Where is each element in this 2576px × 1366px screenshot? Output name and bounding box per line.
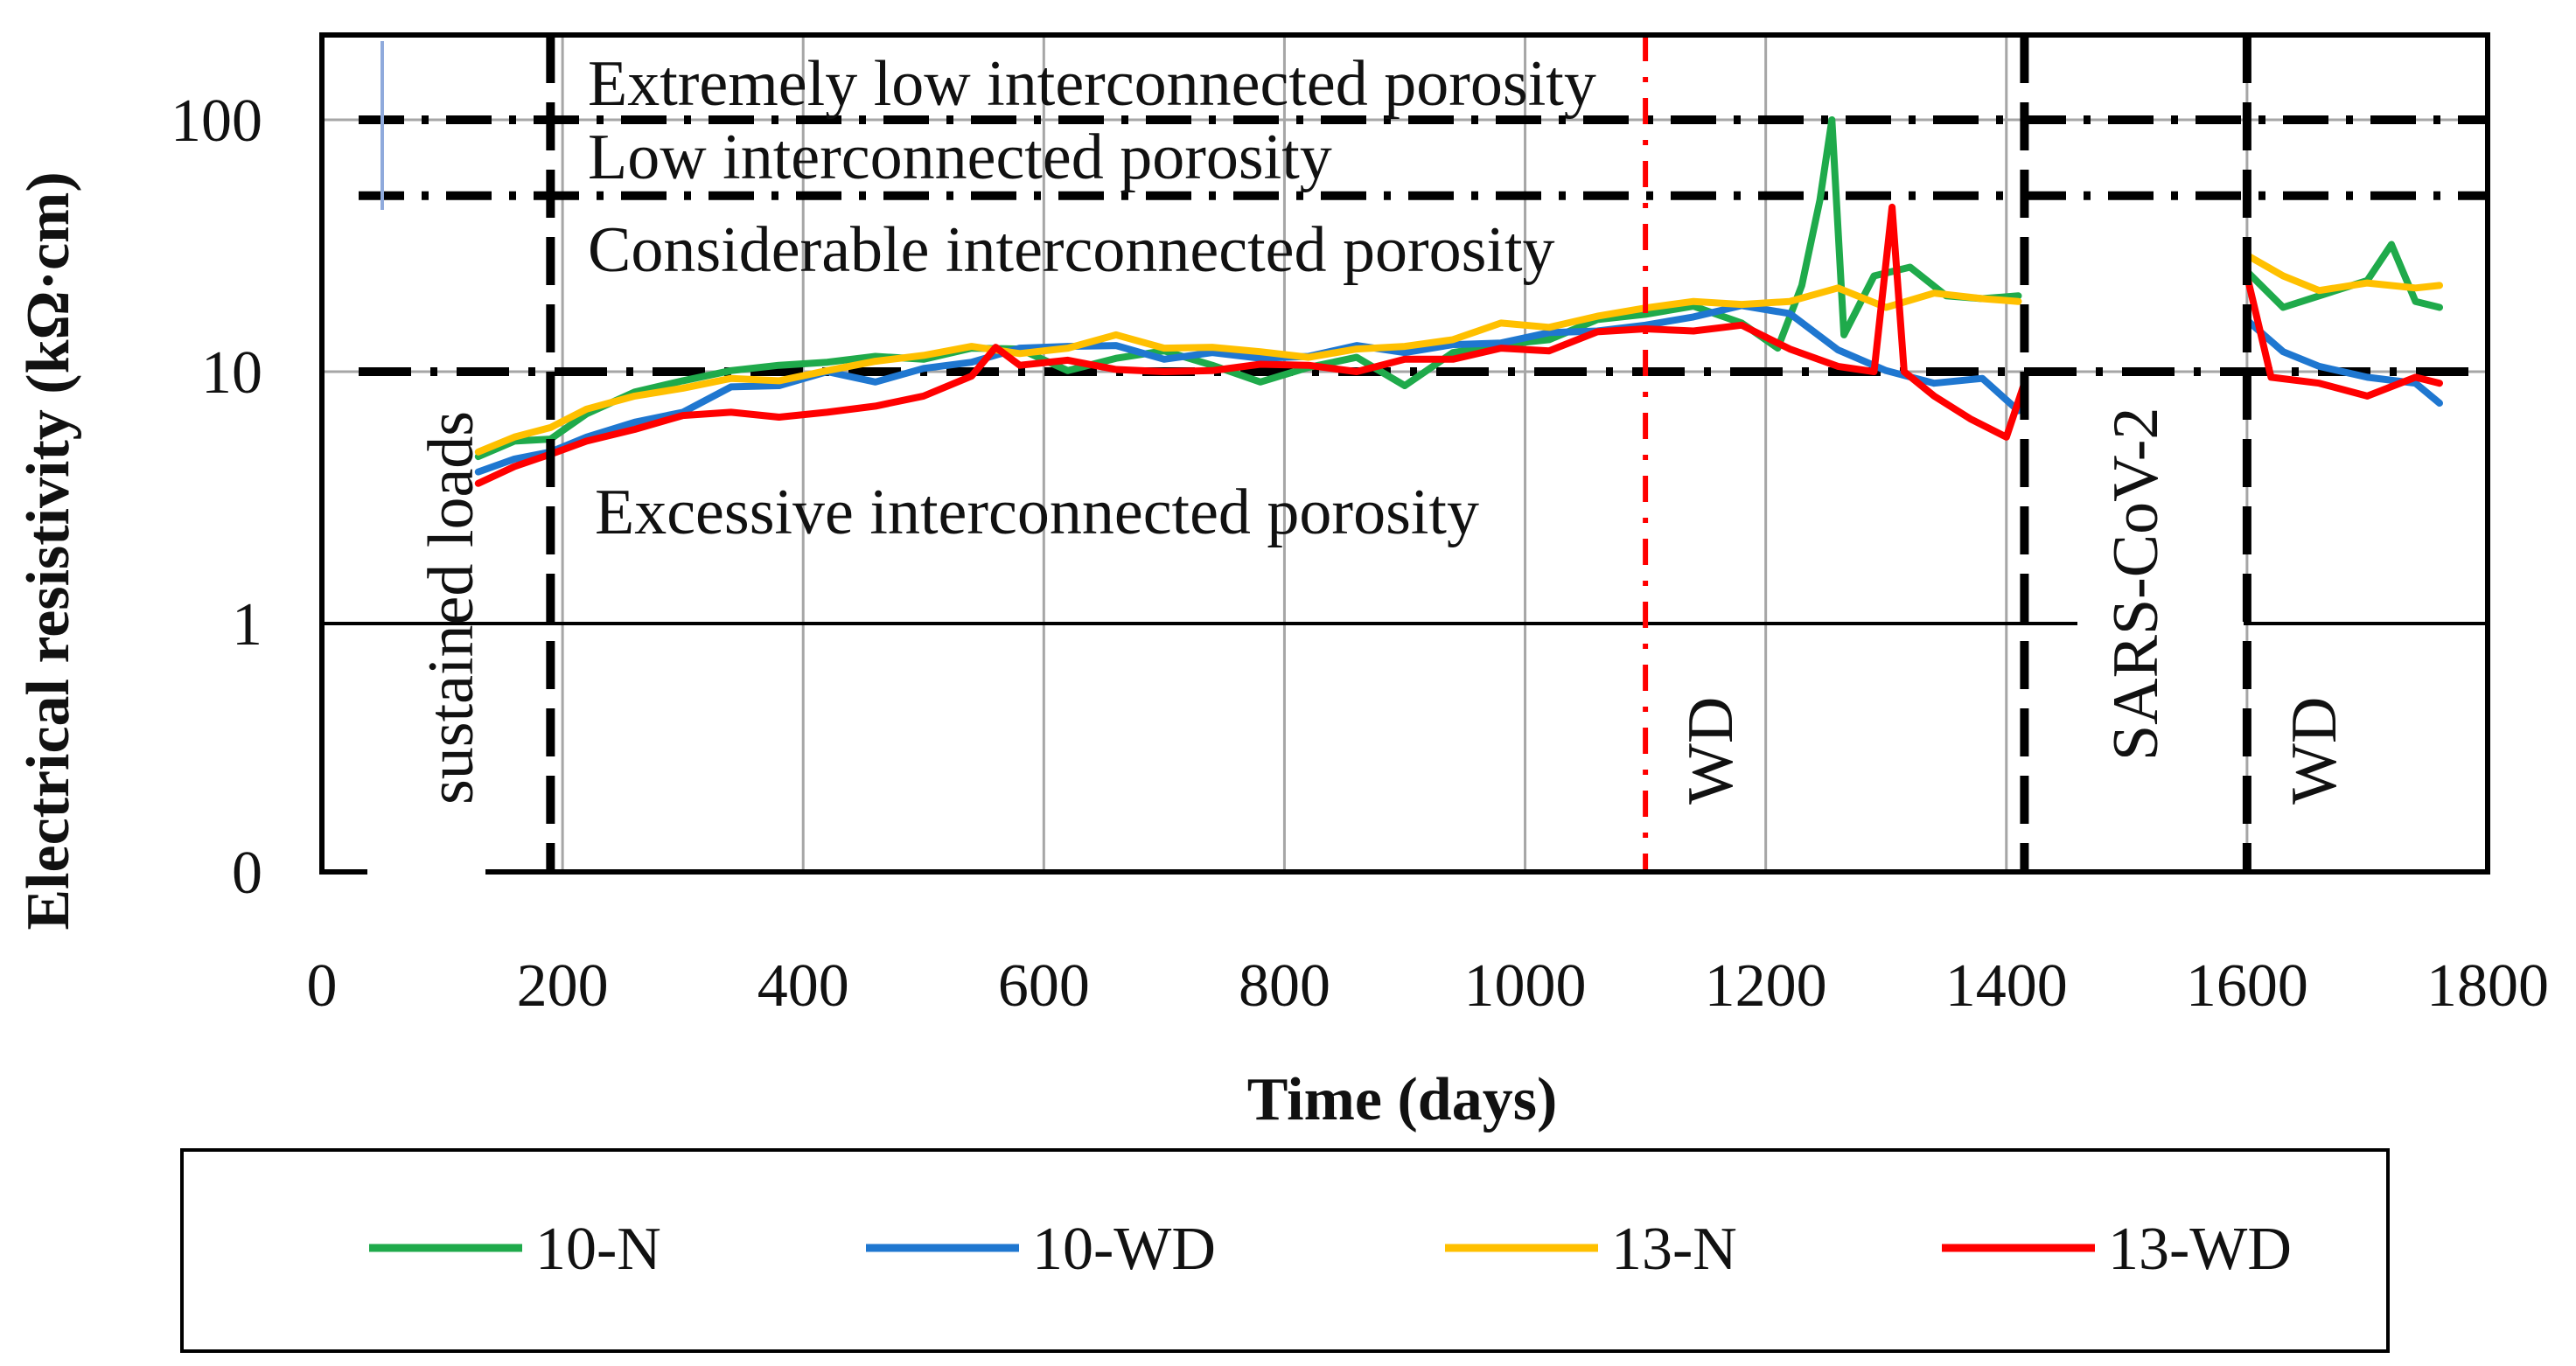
x-tick-label: 200 <box>517 952 609 1020</box>
axes: 0 200 400 600 800 1000 1200 1400 1600 1800 0 1 10 100 <box>171 87 2549 1020</box>
plot-frame <box>319 32 2490 875</box>
series-line-13-n <box>474 251 2443 456</box>
vertical-marker-label: WD <box>2279 697 2350 805</box>
legend-label: 13-N <box>1611 1216 1737 1283</box>
x-tick-label: 1200 <box>1705 952 1827 1020</box>
legend-label: 10-N <box>535 1216 661 1283</box>
x-tick-label: 1000 <box>1464 952 1587 1020</box>
y-tick-label: 0 <box>232 840 262 907</box>
y-tick-label: 10 <box>201 339 262 407</box>
vertical-marker-label: WD <box>1675 697 1747 805</box>
vertical-markers <box>546 35 2251 872</box>
series-line-13-wd <box>474 203 2443 487</box>
x-tick-label: 1800 <box>2426 952 2549 1020</box>
x-tick-label: 0 <box>307 952 338 1020</box>
data-series <box>474 116 2443 487</box>
x-axis-title: Time (days) <box>1247 1066 1558 1133</box>
x-tick-label: 1400 <box>1945 952 2068 1020</box>
legend-label: 10-WD <box>1032 1216 1216 1283</box>
y-tick-label: 1 <box>232 591 262 659</box>
legend: 10-N 10-WD 13-N 13-WD <box>369 1216 2292 1283</box>
series-line-10-wd <box>474 302 2443 476</box>
vertical-marker-label: sustained loads <box>415 411 487 805</box>
zone-label: Considerable interconnected porosity <box>588 214 1555 286</box>
vertical-marker-label: SARS-CoV-2 <box>2100 408 2172 761</box>
legend-label: 13-WD <box>2108 1216 2292 1283</box>
zone-label: Excessive interconnected porosity <box>595 477 1479 548</box>
line-gap-mask <box>2077 617 2244 631</box>
y-tick-label: 100 <box>171 87 262 155</box>
zone-label: Extremely low interconnected porosity <box>588 48 1596 120</box>
annotations: Extremely low interconnected porosityLow… <box>415 48 2350 805</box>
x-tick-label: 600 <box>998 952 1090 1020</box>
y-axis-break-mask <box>367 861 485 879</box>
threshold-lines <box>322 115 2488 631</box>
zone-label: Low interconnected porosity <box>588 122 1332 193</box>
x-tick-label: 1600 <box>2186 952 2308 1020</box>
y-axis-title: Electrical resistivity (kΩ·cm) <box>15 171 82 930</box>
x-tick-label: 800 <box>1239 952 1330 1020</box>
x-tick-label: 400 <box>757 952 849 1020</box>
